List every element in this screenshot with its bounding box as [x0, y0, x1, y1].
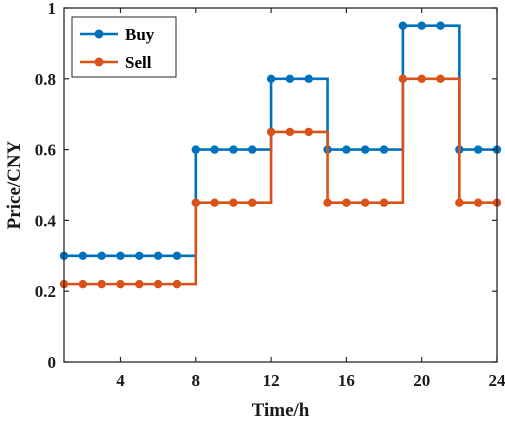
data-point-sell — [191, 198, 200, 207]
x-tick-label: 20 — [413, 371, 430, 390]
x-tick-label: 16 — [338, 371, 355, 390]
x-tick-label: 4 — [116, 371, 125, 390]
y-axis-label: Price/CNY — [4, 140, 25, 229]
data-point-buy — [473, 145, 483, 154]
data-point-buy — [266, 74, 276, 84]
data-point-buy — [172, 251, 182, 260]
legend-label-buy: Buy — [125, 25, 155, 44]
series-line-sell — [64, 77, 497, 286]
y-tick-label: 0.2 — [35, 282, 56, 301]
legend-marker-buy — [94, 29, 104, 39]
y-tick-label: 0.8 — [35, 70, 56, 89]
data-point-buy — [436, 21, 445, 30]
data-point-buy — [97, 251, 106, 260]
data-point-buy — [379, 145, 389, 154]
data-point-buy — [210, 145, 219, 154]
x-tick-label: 24 — [489, 371, 505, 390]
x-tick-label: 12 — [263, 371, 280, 390]
tick-layer: 4 8 12 16 20 24 0 0.2 0.4 0.6 0.8 1 — [35, 0, 505, 390]
data-point-buy — [229, 145, 238, 154]
x-tick-label: 8 — [192, 371, 201, 390]
data-point-buy — [285, 74, 295, 84]
data-point-sell — [266, 127, 276, 137]
data-point-buy — [417, 21, 426, 30]
data-point-buy — [116, 251, 125, 260]
x-axis-label: Time/h — [252, 400, 310, 421]
data-point-sell — [436, 74, 445, 84]
data-point-buy — [135, 251, 144, 260]
data-point-sell — [417, 74, 426, 84]
data-point-buy — [361, 145, 370, 154]
axes-box — [63, 7, 498, 363]
data-point-sell — [398, 74, 408, 84]
y-tick-label: 0.6 — [35, 141, 56, 160]
legend: Buy Sell — [71, 16, 177, 78]
data-point-sell — [97, 279, 106, 289]
series-layer — [59, 21, 502, 289]
data-point-sell — [210, 198, 219, 207]
data-point-sell — [342, 198, 351, 207]
data-point-sell — [78, 279, 88, 289]
data-point-buy — [398, 21, 408, 30]
data-point-buy — [78, 251, 88, 260]
y-tick-label: 1 — [48, 0, 57, 18]
y-tick-label: 0.4 — [35, 211, 57, 230]
data-point-buy — [153, 251, 163, 260]
data-point-sell — [379, 198, 389, 207]
data-point-sell — [473, 198, 483, 207]
data-point-sell — [135, 279, 144, 289]
data-point-buy — [248, 145, 257, 154]
data-point-sell — [172, 279, 182, 289]
legend-label-sell: Sell — [125, 53, 152, 72]
data-point-sell — [361, 198, 370, 207]
data-point-buy — [342, 145, 351, 154]
data-point-sell — [116, 279, 125, 289]
legend-marker-sell — [94, 57, 104, 67]
data-point-sell — [229, 198, 238, 207]
data-point-buy — [304, 74, 313, 84]
data-point-sell — [304, 127, 313, 137]
data-point-sell — [285, 127, 295, 137]
y-tick-label: 0 — [48, 353, 57, 372]
data-point-sell — [455, 198, 464, 207]
series-buy — [59, 21, 502, 260]
data-point-sell — [153, 279, 163, 289]
data-point-sell — [323, 198, 332, 207]
series-sell — [59, 74, 502, 289]
data-point-sell — [248, 198, 257, 207]
data-point-buy — [191, 145, 200, 154]
legend-box — [71, 16, 177, 78]
